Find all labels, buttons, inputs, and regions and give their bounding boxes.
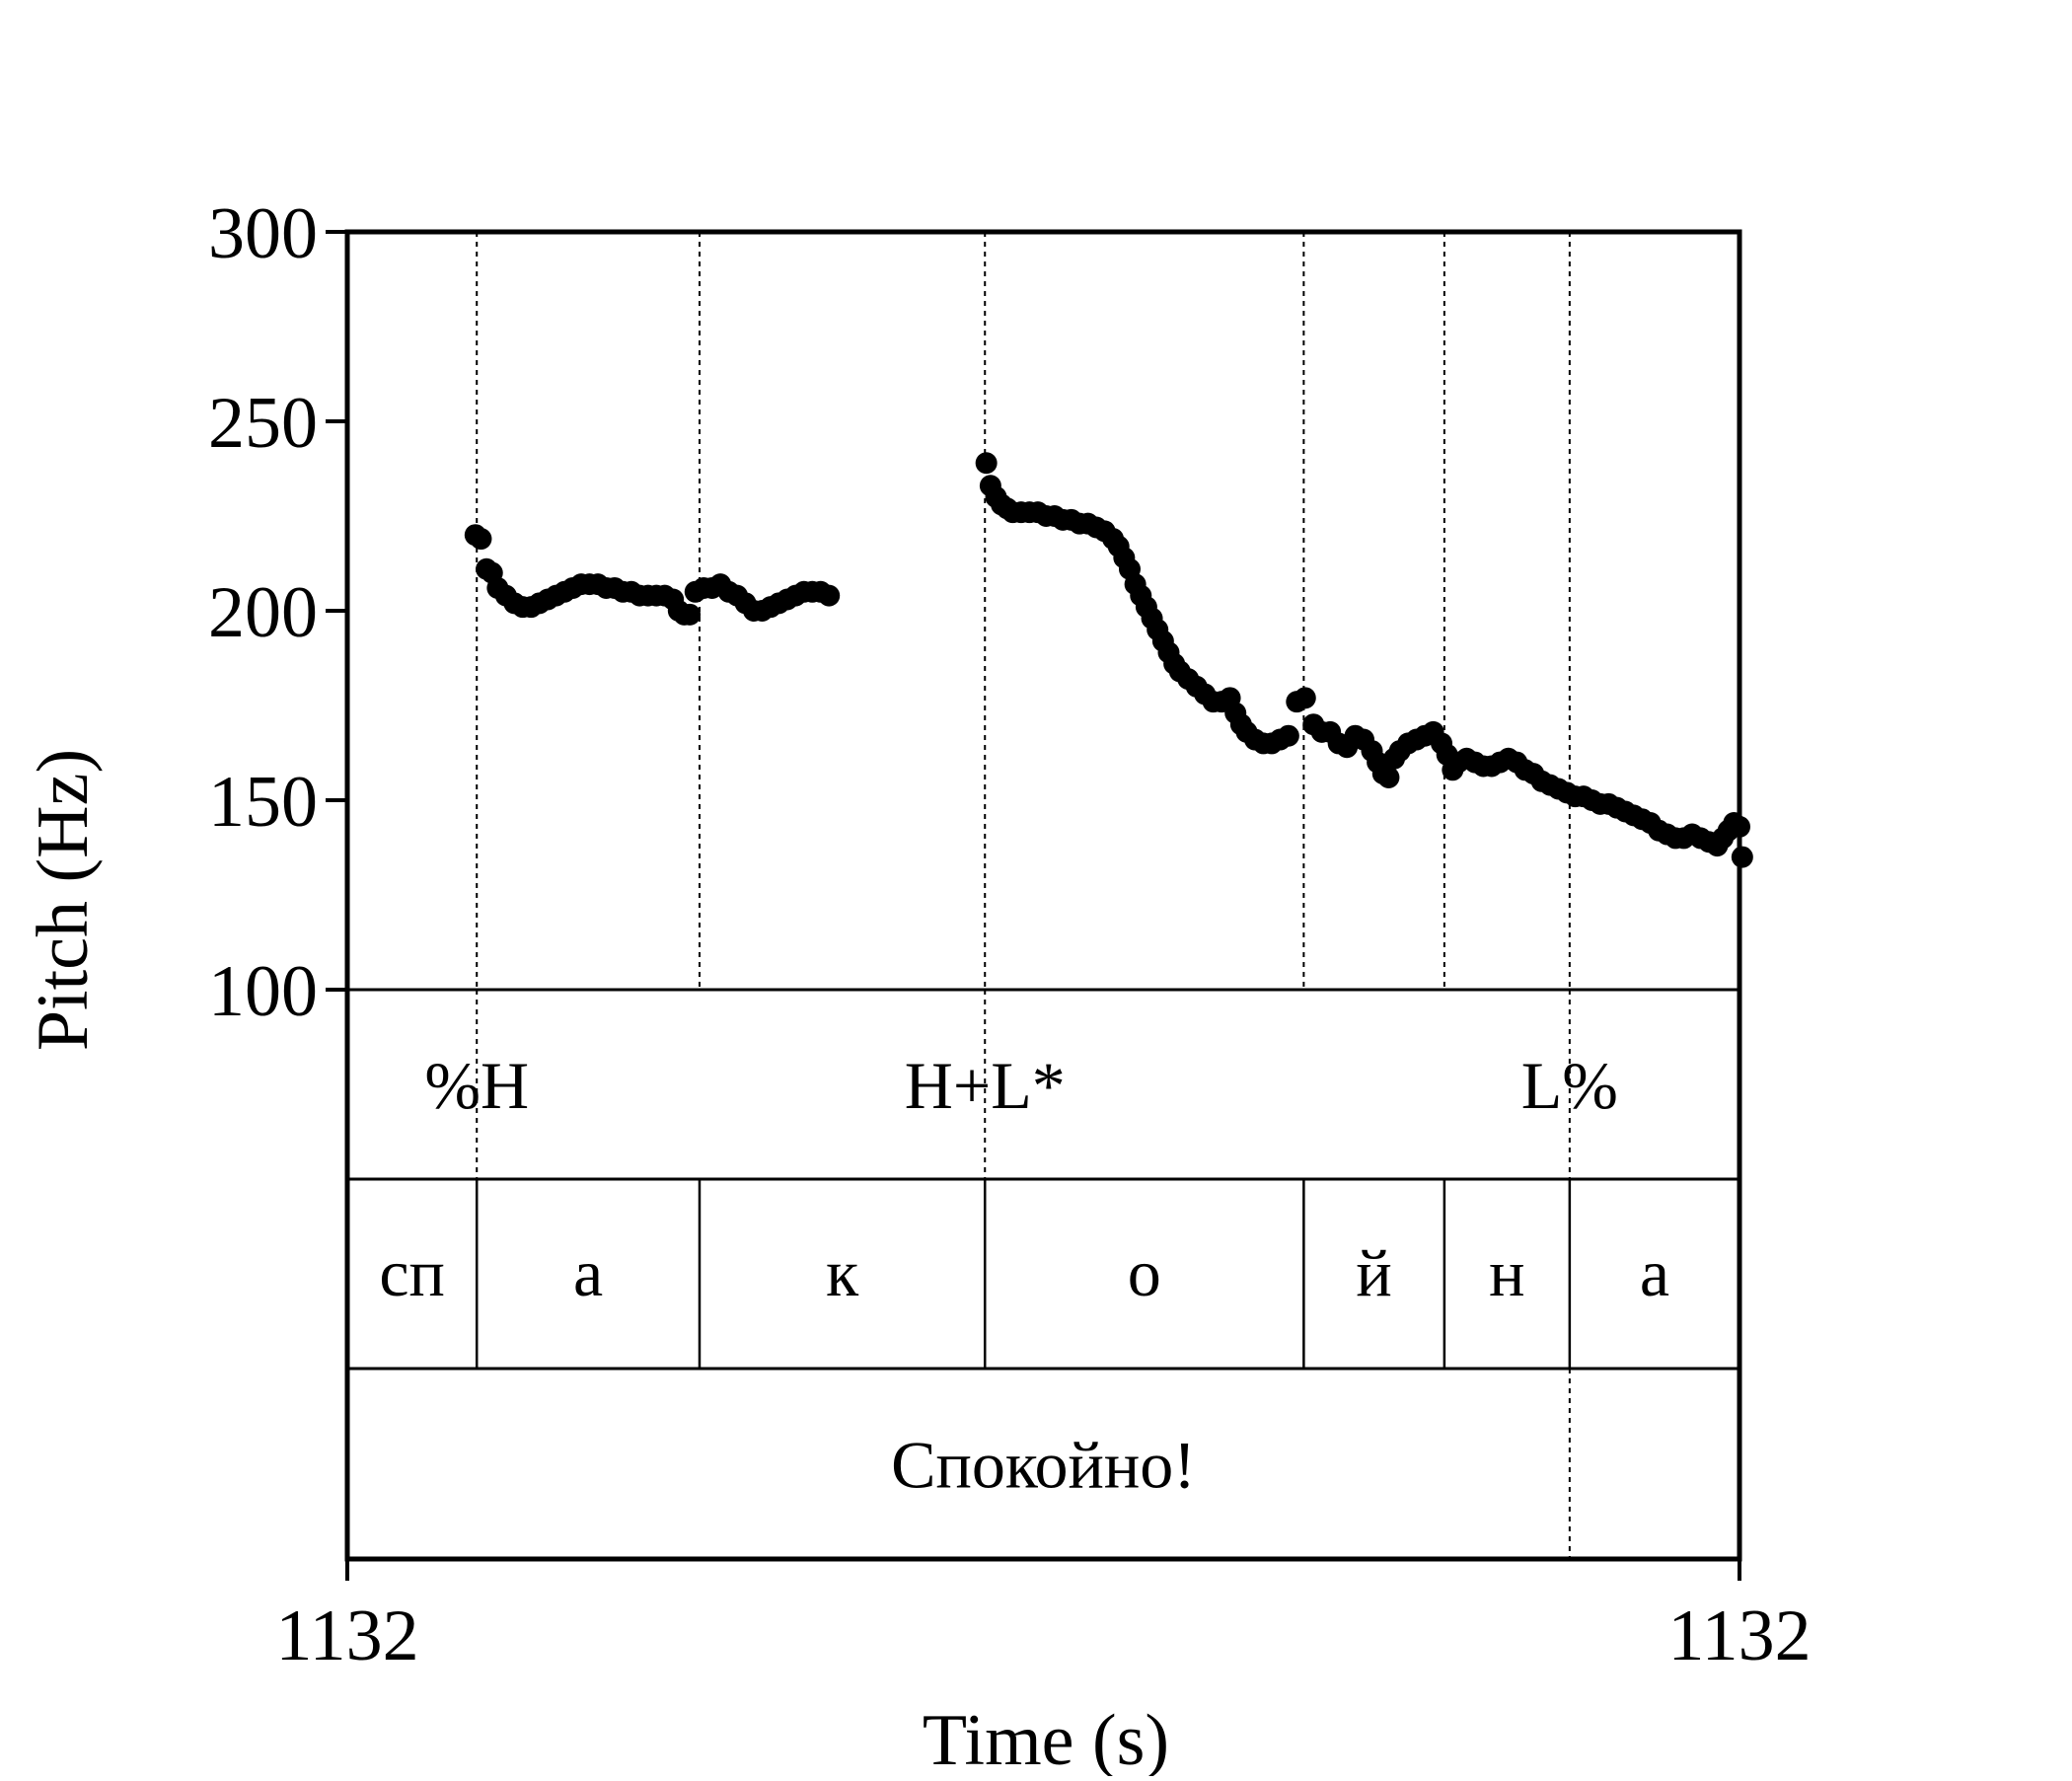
boundary-lines	[476, 232, 1571, 1559]
y-tick-label-1: 250	[208, 383, 318, 464]
segment-label-1: а	[573, 1235, 603, 1310]
y-tick-label-3: 150	[208, 762, 318, 843]
pitch-point-1	[470, 528, 492, 551]
segment-label-2: к	[826, 1235, 859, 1310]
pitch-point-89	[1277, 724, 1299, 747]
pitch-point-147	[1729, 815, 1750, 838]
y-tick-label-0: 300	[208, 193, 318, 274]
pitch-points	[464, 452, 1753, 868]
segment-label-0: сп	[379, 1235, 445, 1310]
y-tick-label-2: 200	[208, 572, 318, 653]
segment-label-4: й	[1356, 1235, 1391, 1310]
tone-label-0: %H	[424, 1048, 529, 1123]
segment-label-5: н	[1489, 1235, 1524, 1310]
pitch-point-46	[975, 452, 998, 475]
outer-frame	[344, 229, 1742, 1562]
segment-label-6: а	[1640, 1235, 1669, 1310]
x-tick-label-0: 1132	[275, 1595, 418, 1676]
segment-label-3: о	[1128, 1235, 1161, 1310]
annotation-tiers: %H H+L* L% сп а к о й н а Спокойно!	[379, 1048, 1669, 1503]
pitch-point-102	[1377, 766, 1400, 788]
pitch-point-45	[818, 584, 841, 607]
word-label: Спокойно!	[891, 1428, 1196, 1503]
tone-label-2: L%	[1521, 1048, 1618, 1123]
tone-label-1: H+L*	[905, 1048, 1066, 1123]
plot-frame	[344, 229, 1742, 1562]
pitch-point-28	[679, 603, 702, 626]
x-axis-title: Time (s)	[923, 1700, 1169, 1776]
pitch-point-91	[1294, 687, 1316, 709]
y-tick-label-4: 100	[208, 951, 318, 1032]
y-axis-title: Pitch (Hz)	[23, 749, 104, 1051]
pitch-point-148	[1731, 846, 1753, 868]
y-axis: 300 250 200 150 100	[208, 193, 347, 1032]
x-axis: 1132 1132	[275, 1559, 1812, 1676]
x-tick-label-1: 1132	[1667, 1595, 1811, 1676]
